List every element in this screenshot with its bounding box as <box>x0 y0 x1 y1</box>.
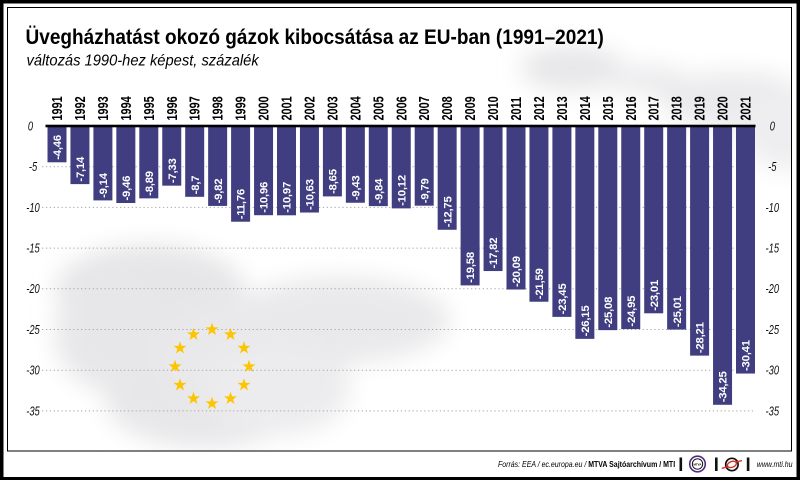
svg-text:változás 1990-hez képest, száz: változás 1990-hez képest, százalék <box>27 52 260 70</box>
svg-text:-24,95: -24,95 <box>626 296 638 327</box>
svg-text:2019: 2019 <box>691 96 708 120</box>
svg-text:-9,79: -9,79 <box>419 178 431 203</box>
svg-text:-23,01: -23,01 <box>649 280 661 311</box>
svg-text:2020: 2020 <box>714 96 731 120</box>
svg-text:0: 0 <box>28 120 34 134</box>
svg-text:1999: 1999 <box>232 96 249 120</box>
svg-text:Üvegházhatást okozó gázok kibo: Üvegházhatást okozó gázok kibocsátása az… <box>26 25 604 49</box>
svg-text:2005: 2005 <box>370 96 387 120</box>
svg-text:-25,08: -25,08 <box>603 297 615 328</box>
svg-text:2002: 2002 <box>301 96 318 120</box>
svg-text:2014: 2014 <box>576 96 593 121</box>
svg-text:2006: 2006 <box>393 96 410 120</box>
svg-text:-9,84: -9,84 <box>373 178 385 204</box>
svg-text:-28,21: -28,21 <box>695 322 707 353</box>
svg-text:2017: 2017 <box>645 96 662 120</box>
svg-text:-9,46: -9,46 <box>121 176 133 201</box>
svg-text:-26,15: -26,15 <box>580 306 592 337</box>
svg-text:1993: 1993 <box>94 96 111 120</box>
svg-text:-15: -15 <box>26 242 40 256</box>
svg-text:-25,01: -25,01 <box>672 296 684 327</box>
svg-text:2000: 2000 <box>255 96 272 120</box>
svg-text:2004: 2004 <box>347 96 364 121</box>
svg-text:-8,65: -8,65 <box>328 169 340 194</box>
svg-text:-20,09: -20,09 <box>511 256 523 287</box>
svg-text:-30: -30 <box>766 364 780 378</box>
svg-text:1997: 1997 <box>186 96 203 120</box>
svg-text:-30: -30 <box>26 364 40 378</box>
svg-text:1991: 1991 <box>48 96 65 120</box>
svg-text:-9,43: -9,43 <box>350 176 362 201</box>
svg-text:-7,33: -7,33 <box>167 158 179 183</box>
svg-text:2001: 2001 <box>278 96 295 120</box>
svg-text:-10,63: -10,63 <box>305 179 317 210</box>
svg-text:-23,45: -23,45 <box>557 284 569 315</box>
svg-text:-30,41: -30,41 <box>741 340 753 371</box>
svg-text:2007: 2007 <box>416 96 433 120</box>
svg-text:-10,12: -10,12 <box>396 175 408 206</box>
svg-text:-20: -20 <box>766 283 780 297</box>
svg-text:1995: 1995 <box>140 96 157 120</box>
svg-text:-35: -35 <box>766 405 780 419</box>
svg-text:2008: 2008 <box>439 96 456 120</box>
svg-text:-5: -5 <box>29 161 38 175</box>
svg-text:-8,89: -8,89 <box>144 171 156 196</box>
svg-text:-20: -20 <box>26 283 40 297</box>
svg-text:2013: 2013 <box>553 96 570 120</box>
svg-text:2009: 2009 <box>462 96 479 120</box>
svg-text:-25: -25 <box>766 324 780 338</box>
svg-text:-10,97: -10,97 <box>282 182 294 213</box>
svg-text:-21,59: -21,59 <box>534 268 546 299</box>
svg-text:-8,7: -8,7 <box>190 176 202 195</box>
svg-text:2015: 2015 <box>599 96 616 120</box>
svg-text:-15: -15 <box>766 242 780 256</box>
svg-text:-7,14: -7,14 <box>75 156 87 182</box>
svg-text:MTVA: MTVA <box>694 462 703 466</box>
svg-text:-19,58: -19,58 <box>465 252 477 283</box>
svg-text:-4,46: -4,46 <box>52 135 64 160</box>
svg-text:2012: 2012 <box>530 96 547 120</box>
svg-text:-10,96: -10,96 <box>259 182 271 213</box>
svg-text:2003: 2003 <box>324 96 341 120</box>
svg-text:-17,82: -17,82 <box>488 238 500 269</box>
svg-text:2018: 2018 <box>668 96 685 120</box>
svg-text:1994: 1994 <box>117 96 134 121</box>
svg-text:-25: -25 <box>26 324 40 338</box>
svg-text:-5: -5 <box>768 161 777 175</box>
svg-text:2011: 2011 <box>507 97 524 121</box>
svg-text:1998: 1998 <box>209 96 226 120</box>
svg-text:-9,82: -9,82 <box>213 179 225 204</box>
svg-text:1996: 1996 <box>163 96 180 120</box>
svg-text:-12,75: -12,75 <box>442 196 454 227</box>
svg-text:-10: -10 <box>26 201 40 215</box>
svg-text:2016: 2016 <box>622 96 639 120</box>
svg-text:2021: 2021 <box>737 96 754 120</box>
svg-text:1992: 1992 <box>71 96 88 120</box>
svg-text:2010: 2010 <box>484 96 501 120</box>
svg-text:-34,25: -34,25 <box>718 371 730 402</box>
svg-text:0: 0 <box>770 120 776 134</box>
svg-text:-11,76: -11,76 <box>236 189 248 219</box>
svg-text:-9,14: -9,14 <box>98 172 110 198</box>
svg-text:Forrás: EEA / ec.europa.eu / M: Forrás: EEA / ec.europa.eu / MTVA Sajtóa… <box>498 460 675 470</box>
svg-text:www.mti.hu: www.mti.hu <box>757 460 793 470</box>
svg-text:-10: -10 <box>766 201 780 215</box>
svg-text:-35: -35 <box>26 405 40 419</box>
